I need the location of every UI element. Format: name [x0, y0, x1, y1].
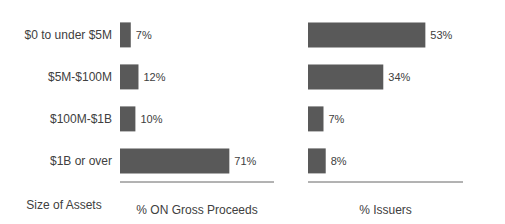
html-text:Size of Assets: Size of Assets — [26, 198, 102, 212]
svg-text:$0 to under $5M: $0 to under $5M — [25, 28, 112, 42]
svg-text:8%: 8% — [331, 155, 347, 167]
svg-text:% Issuers: % Issuers — [359, 203, 412, 216]
svg-text:7%: 7% — [329, 113, 345, 125]
svg-text:7%: 7% — [136, 29, 152, 41]
svg-text:$1B or over: $1B or over — [50, 154, 112, 168]
svg-text:71%: 71% — [234, 155, 256, 167]
svg-text:12%: 12% — [143, 71, 165, 83]
svg-text:$5M-$100M: $5M-$100M — [48, 70, 112, 84]
svg-text:$100M-$1B: $100M-$1B — [50, 112, 112, 126]
svg-text:% ON Gross Proceeds: % ON Gross Proceeds — [136, 203, 257, 216]
svg-text:53%: 53% — [430, 29, 452, 41]
svg-text:34%: 34% — [388, 71, 410, 83]
svg-text:10%: 10% — [140, 113, 162, 125]
